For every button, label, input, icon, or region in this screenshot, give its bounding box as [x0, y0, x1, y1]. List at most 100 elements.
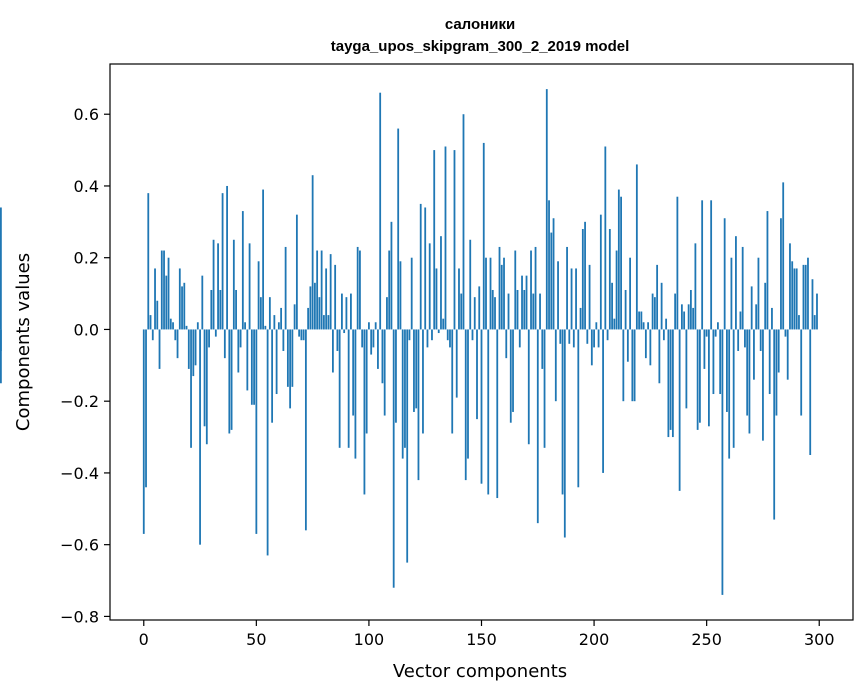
- bar: [370, 329, 373, 355]
- bar: [728, 329, 731, 459]
- bar: [408, 329, 411, 341]
- bar: [530, 250, 532, 330]
- bar: [786, 329, 789, 380]
- bar: [568, 329, 571, 344]
- bar: [683, 311, 686, 330]
- bar: [311, 175, 314, 330]
- bar: [433, 150, 436, 330]
- bar: [239, 329, 242, 348]
- bar: [334, 264, 337, 330]
- bar: [419, 203, 422, 330]
- y-tick-label: −0.2: [60, 392, 99, 411]
- bar: [671, 329, 674, 438]
- bar: [676, 196, 679, 330]
- bar: [757, 257, 760, 330]
- bar: [147, 193, 150, 330]
- bar: [710, 200, 713, 330]
- bar: [205, 329, 208, 445]
- bar: [210, 289, 213, 330]
- bar: [773, 329, 776, 520]
- bar: [807, 257, 809, 330]
- bar: [381, 329, 384, 384]
- bar: [235, 289, 237, 330]
- bar: [313, 282, 316, 330]
- bar: [572, 329, 575, 348]
- bar: [201, 275, 204, 330]
- bar: [365, 329, 368, 434]
- bar: [500, 264, 503, 330]
- bar: [739, 311, 742, 330]
- bar: [780, 218, 782, 330]
- bar: [289, 329, 292, 409]
- bar: [802, 264, 805, 330]
- bar: [755, 304, 758, 330]
- bar: [442, 318, 445, 330]
- bar: [374, 322, 377, 330]
- bar: [816, 293, 818, 330]
- bar: [257, 261, 260, 330]
- bar: [460, 293, 463, 330]
- bar: [343, 329, 346, 334]
- bar: [322, 315, 325, 330]
- bar: [446, 329, 449, 341]
- bar: [399, 261, 402, 330]
- x-tick-label: 100: [354, 630, 385, 649]
- bar: [309, 286, 312, 330]
- bar: [620, 196, 622, 330]
- bar: [581, 229, 584, 330]
- bar: [588, 264, 591, 330]
- bar: [246, 329, 249, 391]
- bar: [237, 329, 240, 373]
- bar: [410, 257, 413, 330]
- bar: [764, 282, 767, 330]
- bar: [217, 243, 219, 330]
- bar: [156, 300, 159, 330]
- bar: [730, 257, 733, 330]
- bar: [397, 128, 400, 330]
- bar: [476, 329, 478, 420]
- bar: [395, 329, 397, 423]
- bar: [624, 289, 627, 330]
- bar: [284, 246, 287, 330]
- bar: [518, 329, 521, 348]
- bar: [669, 329, 672, 430]
- bar: [552, 218, 555, 330]
- bar: [415, 329, 418, 409]
- bar: [712, 329, 715, 395]
- bar: [744, 329, 746, 348]
- bar: [604, 146, 607, 330]
- bar: [694, 243, 697, 330]
- bar: [539, 293, 541, 330]
- bar: [656, 264, 659, 330]
- bar: [354, 329, 357, 459]
- bar: [658, 329, 661, 384]
- bar: [689, 289, 692, 330]
- bar: [696, 329, 699, 430]
- bar: [590, 329, 593, 366]
- bar: [543, 329, 546, 448]
- x-tick-label: 200: [579, 630, 610, 649]
- bar: [527, 329, 530, 445]
- bar: [687, 304, 690, 330]
- bar: [383, 329, 386, 416]
- bar: [232, 239, 235, 330]
- x-tick-label: 0: [139, 630, 149, 649]
- bar: [262, 189, 264, 330]
- bar: [523, 289, 526, 330]
- y-tick-label: 0.2: [74, 249, 99, 268]
- bar: [273, 315, 276, 330]
- bar: [478, 286, 481, 330]
- bar: [212, 239, 215, 330]
- plot-frame: [109, 63, 854, 621]
- bar: [422, 329, 424, 434]
- x-tick-label: 150: [466, 630, 497, 649]
- bar: [142, 329, 145, 534]
- bar: [255, 329, 258, 534]
- bar: [651, 293, 654, 330]
- bar: [811, 279, 814, 330]
- bar: [615, 250, 618, 330]
- bar: [390, 221, 393, 330]
- bar: [406, 329, 409, 563]
- bar: [268, 297, 271, 330]
